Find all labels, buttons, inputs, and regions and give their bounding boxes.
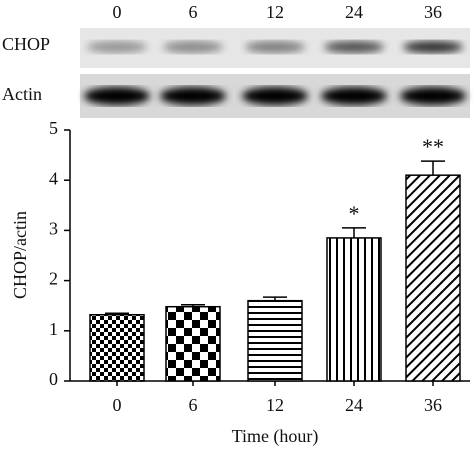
chop-band — [87, 41, 147, 53]
x-axis-label: Time (hour) — [232, 426, 319, 447]
chop-band — [163, 41, 223, 53]
y-tick-label: 5 — [49, 118, 58, 138]
y-tick-label: 3 — [49, 219, 58, 239]
lane-label: 12 — [266, 2, 284, 22]
y-tick-label: 1 — [49, 319, 58, 339]
bar — [326, 237, 382, 382]
x-tick-label: 12 — [266, 395, 284, 415]
bar — [165, 305, 221, 382]
bar — [247, 299, 303, 382]
significance: * — [349, 201, 360, 226]
significance: ** — [422, 134, 444, 159]
lane-label: 0 — [113, 2, 122, 22]
blot-row-label: CHOP — [2, 34, 50, 54]
actin-band — [242, 87, 308, 105]
chop-band — [245, 41, 305, 53]
chop-band — [324, 41, 384, 53]
actin-band — [160, 87, 226, 105]
y-tick-label: 0 — [49, 369, 58, 389]
lane-label: 24 — [345, 2, 363, 22]
y-tick-label: 4 — [49, 168, 58, 188]
actin-band — [321, 87, 387, 105]
blot-row-label: Actin — [2, 84, 42, 104]
actin-band — [84, 87, 150, 105]
x-tick-label: 6 — [189, 395, 198, 415]
actin-band — [400, 87, 466, 105]
lane-label: 6 — [189, 2, 198, 22]
y-axis-label: CHOP/actin — [10, 211, 30, 299]
bar — [89, 313, 145, 382]
y-tick-label: 2 — [49, 269, 58, 289]
chop-band — [403, 41, 463, 53]
bar — [405, 174, 461, 382]
x-tick-label: 36 — [424, 395, 442, 415]
lane-label: 36 — [424, 2, 442, 22]
x-tick-label: 0 — [113, 395, 122, 415]
x-tick-label: 24 — [345, 395, 363, 415]
